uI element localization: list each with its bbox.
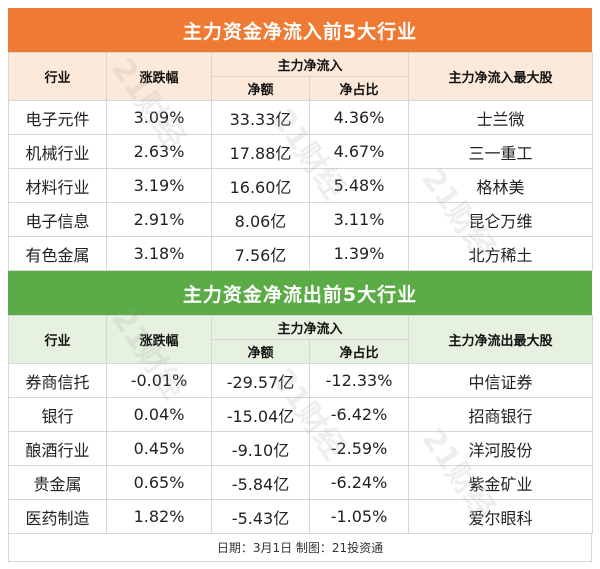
header-net-amount: 净额: [211, 339, 310, 364]
change-cell: 0.04%: [106, 397, 212, 432]
net-amount-cell: -5.43亿: [211, 499, 310, 534]
top-stock-cell: 北方稀土: [408, 236, 594, 271]
sector-cell: 酿酒行业: [8, 431, 107, 466]
header-net-amount: 净额: [211, 76, 310, 101]
change-cell: 2.91%: [106, 202, 212, 237]
top-stock-cell: 格林美: [408, 168, 594, 203]
net-ratio-cell: -6.24%: [308, 465, 410, 500]
table-row: 酿酒行业 0.45% -9.10亿 -2.59% 洋河股份: [8, 431, 594, 466]
top-stock-cell: 爱尔眼科: [408, 499, 594, 534]
table-row: 电子元件 3.09% 33.33亿 4.36% 士兰微: [8, 100, 594, 135]
header-top-stock: 主力净流入最大股: [408, 52, 594, 101]
sector-cell: 医药制造: [8, 499, 107, 534]
top-stock-cell: 中信证券: [408, 363, 594, 398]
change-cell: 3.09%: [106, 100, 212, 135]
table-row: 银行 0.04% -15.04亿 -6.42% 招商银行: [8, 397, 594, 432]
net-ratio-cell: -12.33%: [308, 363, 410, 398]
net-amount-cell: 16.60亿: [211, 168, 310, 203]
sector-cell: 有色金属: [8, 236, 107, 271]
header-net-ratio: 净占比: [308, 76, 410, 101]
net-amount-cell: 8.06亿: [211, 202, 310, 237]
header-main-flow: 主力净流入: [210, 52, 410, 77]
top-stock-cell: 三一重工: [408, 134, 594, 169]
change-cell: 0.65%: [106, 465, 212, 500]
table-row: 医药制造 1.82% -5.43亿 -1.05% 爱尔眼科: [8, 499, 594, 534]
change-cell: 3.19%: [106, 168, 212, 203]
sector-cell: 电子元件: [8, 100, 107, 135]
change-cell: 1.82%: [106, 499, 212, 534]
net-amount-cell: -9.10亿: [211, 431, 310, 466]
net-amount-cell: 17.88亿: [211, 134, 310, 169]
net-ratio-cell: -6.42%: [308, 397, 410, 432]
top-stock-cell: 紫金矿业: [408, 465, 594, 500]
table-row: 材料行业 3.19% 16.60亿 5.48% 格林美: [8, 168, 594, 203]
net-ratio-cell: 4.36%: [308, 100, 410, 135]
header-main-flow: 主力净流入: [210, 315, 410, 340]
inflow-table: 行业 涨跌幅 主力净流入 主力净流入最大股 净额 净占比 电子元件 3.09% …: [8, 52, 594, 271]
header-sector: 行业: [8, 315, 107, 364]
header-change: 涨跌幅: [106, 52, 212, 101]
table-row: 券商信托 -0.01% -29.57亿 -12.33% 中信证券: [8, 363, 594, 398]
net-amount-cell: 7.56亿: [211, 236, 310, 271]
net-ratio-cell: -2.59%: [308, 431, 410, 466]
top-stock-cell: 洋河股份: [408, 431, 594, 466]
net-amount-cell: -15.04亿: [211, 397, 310, 432]
change-cell: -0.01%: [106, 363, 212, 398]
table-row: 电子信息 2.91% 8.06亿 3.11% 昆仑万维: [8, 202, 594, 237]
change-cell: 3.18%: [106, 236, 212, 271]
table-row: 贵金属 0.65% -5.84亿 -6.24% 紫金矿业: [8, 465, 594, 500]
header-sector: 行业: [8, 52, 107, 101]
sector-cell: 贵金属: [8, 465, 107, 500]
table-row: 有色金属 3.18% 7.56亿 1.39% 北方稀土: [8, 236, 594, 271]
sector-cell: 材料行业: [8, 168, 107, 203]
inflow-title: 主力资金净流入前5大行业: [8, 8, 592, 52]
top-stock-cell: 昆仑万维: [408, 202, 594, 237]
net-ratio-cell: -1.05%: [308, 499, 410, 534]
sector-fund-flow-figure: 主力资金净流入前5大行业 行业 涨跌幅 主力净流入 主力净流入最大股 净额 净占…: [8, 8, 594, 562]
sector-cell: 券商信托: [8, 363, 107, 398]
sector-cell: 机械行业: [8, 134, 107, 169]
net-ratio-cell: 3.11%: [308, 202, 410, 237]
change-cell: 2.63%: [106, 134, 212, 169]
header-net-ratio: 净占比: [308, 339, 410, 364]
net-ratio-cell: 5.48%: [308, 168, 410, 203]
outflow-title: 主力资金净流出前5大行业: [8, 271, 592, 315]
net-amount-cell: 33.33亿: [211, 100, 310, 135]
net-amount-cell: -29.57亿: [211, 363, 310, 398]
net-ratio-cell: 4.67%: [308, 134, 410, 169]
outflow-table: 行业 涨跌幅 主力净流入 主力净流出最大股 净额 净占比 券商信托 -0.01%…: [8, 315, 594, 534]
net-ratio-cell: 1.39%: [308, 236, 410, 271]
top-stock-cell: 士兰微: [408, 100, 594, 135]
source-footer: 日期：3月1日 制图：21投资通: [8, 534, 592, 562]
sector-cell: 银行: [8, 397, 107, 432]
change-cell: 0.45%: [106, 431, 212, 466]
header-change: 涨跌幅: [106, 315, 212, 364]
net-amount-cell: -5.84亿: [211, 465, 310, 500]
top-stock-cell: 招商银行: [408, 397, 594, 432]
header-top-stock: 主力净流出最大股: [408, 315, 594, 364]
sector-cell: 电子信息: [8, 202, 107, 237]
table-row: 机械行业 2.63% 17.88亿 4.67% 三一重工: [8, 134, 594, 169]
